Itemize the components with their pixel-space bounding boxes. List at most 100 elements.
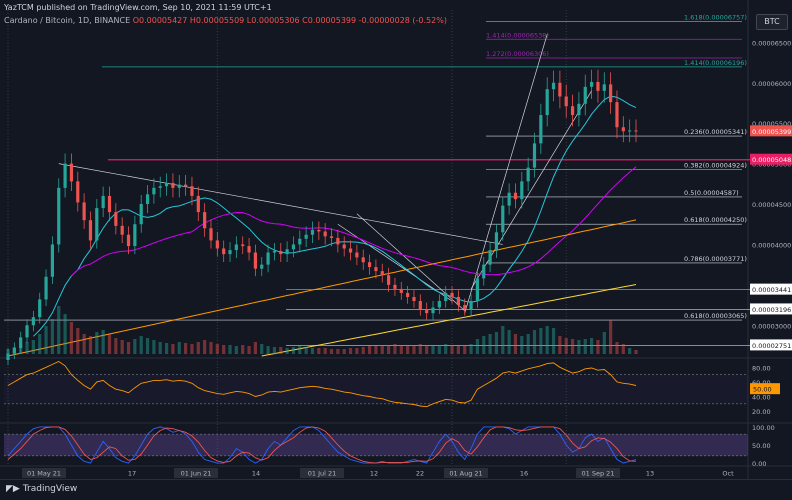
candle-body [107, 195, 112, 213]
volume-bar [260, 344, 264, 354]
volume-bar [266, 346, 270, 354]
volume-bar [431, 346, 435, 354]
candle-body [57, 187, 61, 245]
candle-body [589, 81, 594, 87]
candle-body [38, 299, 42, 318]
candle-body [171, 183, 175, 188]
candle-body [456, 296, 460, 306]
ohlc-values: O0.00005427 H0.00005509 L0.00005306 C0.0… [132, 16, 447, 25]
candle-body [50, 244, 55, 277]
time-axis-tick: 01 Jun 21 [181, 470, 212, 478]
candle-body [304, 234, 308, 239]
volume-bar [367, 346, 372, 354]
candle-body [577, 103, 581, 116]
volume-bar [361, 347, 365, 354]
volume-bar [304, 347, 308, 354]
volume-bar [164, 343, 169, 354]
candle-body [501, 205, 505, 233]
volume-bar [634, 350, 638, 354]
candle-body [12, 347, 16, 354]
volume-bar [494, 332, 499, 354]
symbol-title[interactable]: Cardano / Bitcoin, 1D, BINANCE [4, 16, 131, 25]
volume-bar [88, 336, 93, 354]
candle-body [482, 264, 486, 279]
candle-body [551, 82, 556, 90]
candle-body [336, 237, 340, 245]
volume-bar [615, 342, 619, 354]
volume-bar [76, 328, 80, 354]
candle-body [253, 252, 257, 269]
candle-body [494, 232, 499, 251]
candle-body [463, 305, 467, 310]
candle-body [44, 276, 48, 300]
tradingview-logo[interactable]: ◤▶ TradingView [6, 484, 77, 494]
volume-bar [450, 345, 454, 354]
publisher-line: YazTCM published on TradingView.com, Sep… [4, 3, 272, 12]
rsi-line [7, 360, 637, 408]
time-axis-tick: 14 [252, 470, 260, 478]
volume-bar [203, 340, 207, 354]
price-axis-tick: 0.00006500 [752, 39, 791, 47]
volume-bar [38, 334, 42, 354]
price-axis-tick: 0.00003000 [752, 322, 791, 330]
volume-bar [425, 345, 429, 354]
volume-bar [69, 322, 74, 354]
candle-body [431, 307, 435, 314]
candle-body [126, 234, 131, 247]
volume-bar [399, 345, 403, 354]
volume-bar [532, 330, 537, 354]
price-axis-tick: 0.00006000 [752, 80, 791, 88]
key-level-label: 0.00003196 [752, 306, 791, 314]
candle-body [596, 81, 600, 91]
candle-body [526, 167, 530, 182]
volume-bar [234, 346, 238, 354]
rsi-axis-tick: 60.00 [752, 379, 771, 387]
candle-body [95, 208, 99, 241]
candle-body [323, 231, 327, 237]
time-axis-tick-bg [22, 468, 66, 478]
volume-bar [596, 340, 600, 354]
volume-bar [133, 339, 137, 354]
candle-body [260, 264, 264, 269]
time-axis-tick: 01 Sep 21 [582, 470, 615, 478]
candle-body [545, 89, 549, 116]
candle-body [88, 220, 93, 241]
candle-body [310, 229, 315, 235]
volume-bar [222, 345, 226, 354]
candle-body [532, 143, 537, 168]
volume-bar [152, 340, 156, 354]
candle-body [609, 84, 613, 103]
volume-bar [95, 332, 99, 354]
price-axis-tick: 0.00004500 [752, 201, 791, 209]
volume-bar [158, 342, 162, 354]
key-level-label: 0.00003441 [752, 286, 791, 294]
candle-body [19, 337, 23, 348]
time-axis-tick: Oct [722, 470, 734, 478]
ma20-line [33, 95, 637, 337]
candle-body [425, 309, 429, 314]
rsi-value-label: 50.00 [753, 386, 772, 394]
volume-bar [412, 345, 416, 354]
volume-bar [241, 345, 245, 354]
currency-label[interactable]: BTC [756, 14, 788, 30]
volume-bar [120, 340, 124, 354]
candle-body [583, 86, 587, 104]
volume-bar [50, 319, 55, 354]
volume-bar [298, 346, 302, 354]
candle-body [628, 130, 632, 132]
candle-body [133, 224, 137, 247]
candle-body [291, 244, 296, 250]
last-price-label: 0.00005399 [752, 128, 791, 136]
volume-bar [25, 342, 29, 354]
fib-level-label: 0.618(0.00004250) [684, 216, 747, 224]
candle-body [361, 257, 365, 263]
candle-body [558, 82, 562, 97]
volume-bar [488, 334, 492, 354]
key-level-label-bg [750, 303, 792, 315]
volume-bar [272, 347, 277, 354]
volume-bar [31, 340, 35, 354]
descending-trendline [58, 163, 503, 245]
fib-level-label: 0.5(0.00004587) [684, 189, 739, 197]
